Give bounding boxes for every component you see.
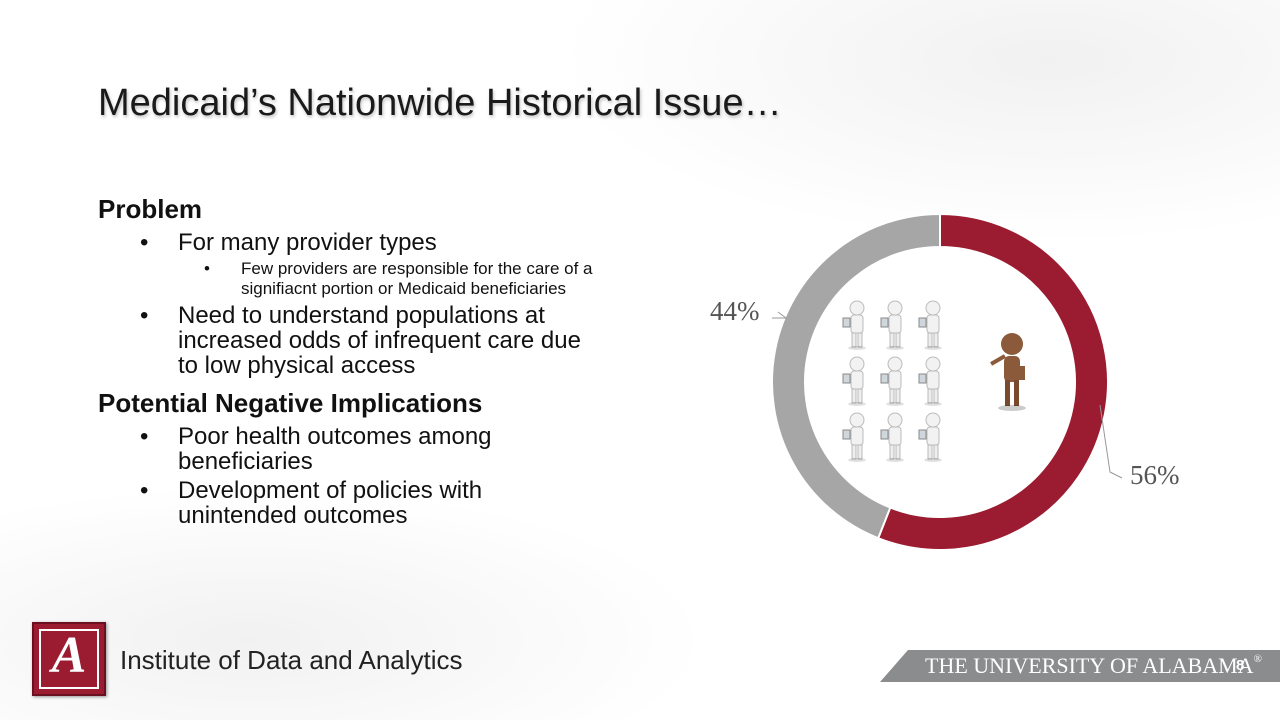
person-icon <box>880 300 904 350</box>
leader-line-0 <box>1099 404 1123 479</box>
slide-content: Problem For many provider types Few prov… <box>98 192 618 528</box>
donut-slice-56 <box>876 212 1109 551</box>
leader-line-1 <box>772 311 788 319</box>
implications-heading: Potential Negative Implications <box>98 388 483 418</box>
donut-chart <box>771 212 1123 551</box>
implication-bullet-2: Development of policies with unintended … <box>98 478 548 528</box>
problem-subbullet-1: Few providers are responsible for the ca… <box>98 259 618 299</box>
brown-figure-icon <box>990 333 1026 411</box>
slide-title: Medicaid’s Nationwide Historical Issue… <box>98 82 782 124</box>
ua-logo-letter: A <box>51 627 87 684</box>
problem-heading: Problem <box>98 194 203 224</box>
university-name: THE UNIVERSITY OF ALABAMA® <box>925 653 1262 679</box>
white-figures-illustration <box>842 300 942 462</box>
person-icon <box>918 412 942 462</box>
leader-lines <box>772 311 1123 479</box>
ua-logo: A <box>32 622 106 696</box>
footer-bar <box>880 650 1280 682</box>
person-icon <box>880 356 904 406</box>
person-icon <box>918 356 942 406</box>
person-icon <box>842 300 866 350</box>
person-icon <box>880 412 904 462</box>
problem-bullet-1: For many provider types <box>98 230 618 255</box>
university-name-text: THE UNIVERSITY OF ALABAMA <box>925 653 1254 678</box>
institute-name: Institute of Data and Analytics <box>120 645 463 675</box>
donut-slice-44 <box>771 212 941 540</box>
person-icon <box>842 356 866 406</box>
donut-slices <box>771 212 1109 551</box>
implication-bullet-1: Poor health outcomes among beneficiaries <box>98 424 548 474</box>
problem-bullet-2: Need to understand populations at increa… <box>98 303 593 378</box>
slice-label-56: 56% <box>1130 460 1180 490</box>
person-icon <box>918 300 942 350</box>
page-number: 8 <box>1236 657 1245 674</box>
person-icon <box>842 412 866 462</box>
slice-label-44: 44% <box>710 296 760 326</box>
registered-mark: ® <box>1253 653 1262 665</box>
